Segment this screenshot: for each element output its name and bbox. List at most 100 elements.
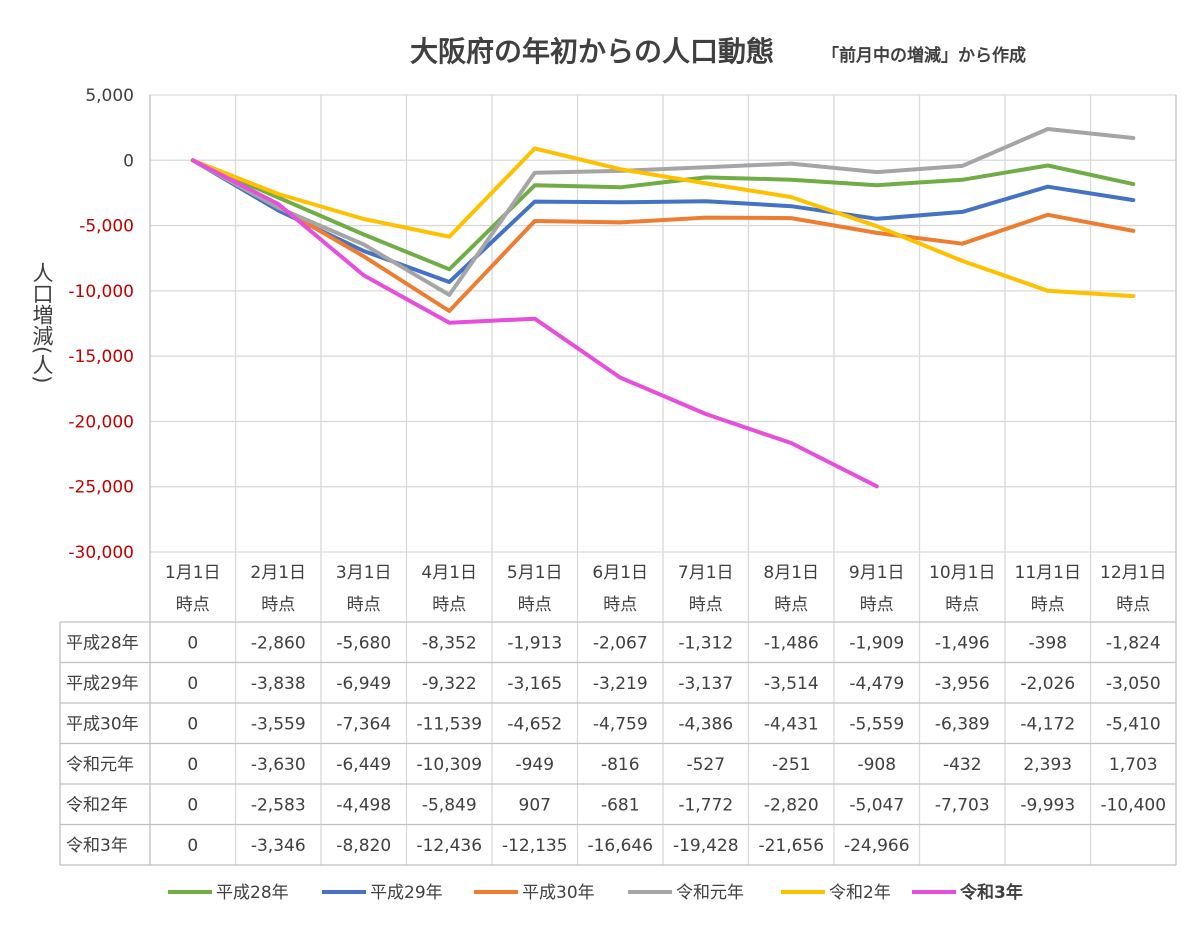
series-line xyxy=(190,146,1136,299)
table-cell: -5,559 xyxy=(849,714,904,734)
table-cell: 0 xyxy=(187,714,198,734)
x-tick-label: 12月1日 xyxy=(1100,563,1166,583)
table-cell: -3,630 xyxy=(251,755,306,775)
table-row-header: 令和3年 xyxy=(66,836,128,856)
y-tick-label: -10,000 xyxy=(68,282,134,302)
table-cell: -1,913 xyxy=(507,633,562,653)
table-cell: -21,656 xyxy=(758,836,824,856)
table-cell: -1,496 xyxy=(935,633,990,653)
table-cell: -19,428 xyxy=(673,836,739,856)
table-cell: 0 xyxy=(187,795,198,815)
table-cell: -4,386 xyxy=(678,714,733,734)
x-tick-label-sub: 時点 xyxy=(603,595,637,615)
x-tick-label: 6月1日 xyxy=(592,563,648,583)
table-cell: -11,539 xyxy=(416,714,482,734)
table-cell: -3,219 xyxy=(593,674,648,694)
table-row-header: 令和2年 xyxy=(66,795,128,815)
y-tick-label: 5,000 xyxy=(85,86,134,106)
legend-label: 平成29年 xyxy=(370,883,443,903)
table-cell: -5,047 xyxy=(849,795,904,815)
table-cell: -6,449 xyxy=(336,755,391,775)
table-cell: -1,486 xyxy=(764,633,819,653)
table-cell: -4,172 xyxy=(1020,714,1075,734)
table-cell: -3,050 xyxy=(1106,674,1161,694)
x-tick-label-sub: 時点 xyxy=(518,595,552,615)
table-cell: -9,322 xyxy=(422,674,477,694)
legend-label: 平成30年 xyxy=(522,883,595,903)
x-tick-label: 11月1日 xyxy=(1015,563,1081,583)
table-cell: -5,680 xyxy=(336,633,391,653)
table-cell: -3,838 xyxy=(251,674,306,694)
table-cell: -10,400 xyxy=(1100,795,1166,815)
table-cell: -24,966 xyxy=(844,836,910,856)
table-cell: -2,026 xyxy=(1020,674,1075,694)
data-table: 平成28年 0 -2,860 -5,680 -8,352 -1,913 -2,067 -1,3… xyxy=(59,621,1176,866)
y-axis-ticks: 5,000 0 -5,000 -10,000 -15,000 -20,000 -25,000… xyxy=(68,86,1166,615)
table-cell: -1,772 xyxy=(678,795,733,815)
table-cell: -5,410 xyxy=(1106,714,1161,734)
table-cell: -3,165 xyxy=(507,674,562,694)
legend-label: 平成28年 xyxy=(216,883,289,903)
series-line xyxy=(190,158,1136,313)
table-row-header: 平成28年 xyxy=(66,633,139,653)
table-cell: -6,949 xyxy=(336,674,391,694)
table-row-header: 平成29年 xyxy=(66,674,139,694)
table-cell: -3,956 xyxy=(935,674,990,694)
series-line xyxy=(190,158,1136,284)
series-line xyxy=(190,127,1136,297)
table-cell: -4,498 xyxy=(336,795,391,815)
table-cell: 0 xyxy=(187,755,198,775)
y-axis-label: 人口増減(人) xyxy=(30,262,54,384)
table-cell: -4,431 xyxy=(764,714,819,734)
legend: 平成28年 平成29年 平成30年 令和元年 令和2年 令和3年 xyxy=(168,882,1023,903)
x-tick-label: 8月1日 xyxy=(763,563,819,583)
x-tick-label-sub: 時点 xyxy=(1031,595,1065,615)
x-tick-label-sub: 時点 xyxy=(860,595,894,615)
y-tick-label: -15,000 xyxy=(68,347,134,367)
table-cell: -8,352 xyxy=(422,633,477,653)
table-cell: 0 xyxy=(187,674,198,694)
x-tick-label: 2月1日 xyxy=(250,563,306,583)
table-cell: -2,820 xyxy=(764,795,819,815)
table-cell: -4,479 xyxy=(849,674,904,694)
table-cell: -398 xyxy=(1028,633,1067,653)
x-tick-label: 4月1日 xyxy=(421,563,477,583)
table-cell: 1,703 xyxy=(1109,755,1158,775)
table-cell: -4,759 xyxy=(593,714,648,734)
series-line xyxy=(190,158,879,489)
y-tick-label: -20,000 xyxy=(68,412,134,432)
chart-subtitle: 「前月中の増減」から作成 xyxy=(822,46,1026,66)
x-tick-label-sub: 時点 xyxy=(945,595,979,615)
series-line xyxy=(190,158,1136,272)
table-cell: 907 xyxy=(519,795,551,815)
table-cell: -7,703 xyxy=(935,795,990,815)
y-tick-label: -5,000 xyxy=(79,217,134,237)
x-tick-label-sub: 時点 xyxy=(1116,595,1150,615)
x-tick-label-sub: 時点 xyxy=(261,595,295,615)
table-cell: -908 xyxy=(857,755,896,775)
x-tick-label-sub: 時点 xyxy=(432,595,466,615)
table-cell: -12,135 xyxy=(502,836,568,856)
legend-label: 令和2年 xyxy=(829,883,891,903)
table-cell: 0 xyxy=(187,633,198,653)
x-tick-label: 3月1日 xyxy=(336,563,392,583)
legend-label: 令和3年 xyxy=(960,882,1023,903)
x-tick-label-sub: 時点 xyxy=(347,595,381,615)
y-tick-label: -25,000 xyxy=(68,478,134,498)
table-cell: -3,137 xyxy=(678,674,733,694)
table-cell: -3,514 xyxy=(764,674,819,694)
x-tick-label-sub: 時点 xyxy=(689,595,723,615)
table-cell: -4,652 xyxy=(507,714,562,734)
table-cell: -12,436 xyxy=(416,836,482,856)
table-cell: -1,909 xyxy=(849,633,904,653)
table-cell: -9,993 xyxy=(1020,795,1075,815)
table-cell: -6,389 xyxy=(935,714,990,734)
x-tick-label-sub: 時点 xyxy=(176,595,210,615)
table-cell: -2,860 xyxy=(251,633,306,653)
table-cell: -432 xyxy=(943,755,982,775)
legend-label: 令和元年 xyxy=(676,883,744,903)
x-tick-label: 1月1日 xyxy=(165,563,221,583)
table-cell: 2,393 xyxy=(1023,755,1072,775)
table-cell: -681 xyxy=(601,795,640,815)
